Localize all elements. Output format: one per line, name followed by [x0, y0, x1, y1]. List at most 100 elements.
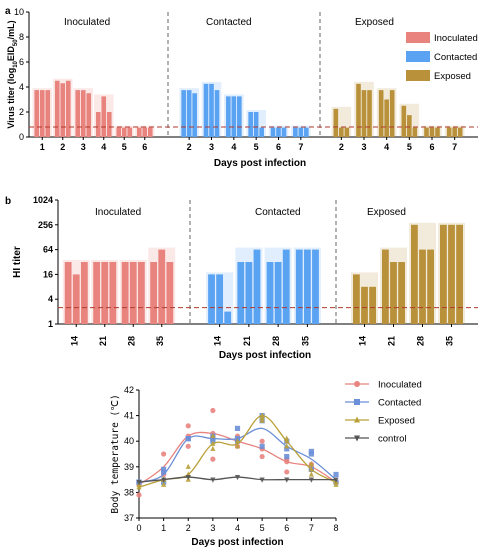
- panel-b-ytick-label: 4: [48, 294, 53, 304]
- bar-inoculated: [93, 262, 101, 324]
- bar-exposed: [356, 83, 361, 137]
- data-point: [333, 477, 339, 483]
- panel-b-xtick-label: 35: [300, 336, 310, 346]
- bar-inoculated: [147, 127, 153, 137]
- panel-c-ytick-label: 37: [124, 513, 134, 523]
- panel-c-xtick-label: 3: [210, 523, 215, 533]
- data-point: [210, 456, 216, 462]
- group-label: Contacted: [206, 17, 252, 28]
- bar-contacted: [270, 127, 276, 137]
- bar-inoculated: [127, 127, 133, 137]
- bar-contacted: [295, 249, 303, 324]
- bar-exposed: [378, 90, 384, 137]
- data-point: [185, 436, 191, 442]
- panel-a-xtick-label: 4: [101, 142, 106, 152]
- bar-inoculated: [86, 93, 92, 137]
- bar-inoculated: [72, 274, 80, 324]
- legend-label: Contacted: [434, 52, 477, 63]
- ylabel-part: EID: [6, 46, 16, 62]
- data-point: [234, 474, 241, 481]
- panel-c-ytick-label: 41: [124, 411, 134, 421]
- panel-b-xtick-label: 21: [387, 336, 397, 346]
- data-point: [234, 443, 241, 449]
- panel-a-xtick-label: 1: [40, 142, 45, 152]
- panel-c: Body temperature (℃)37 38 39 40 41 42 0 1 2 3 4 5 6 7…: [110, 380, 422, 549]
- panel-b-ylabel: HI titer: [12, 246, 23, 278]
- panel-a-xtick-label: 5: [407, 142, 412, 152]
- panel-b-xtick-label: 28: [271, 336, 281, 346]
- panel-a-xtick-label: 2: [60, 142, 65, 152]
- panel-c-xtick-label: 8: [333, 523, 338, 533]
- bar-exposed: [419, 249, 426, 324]
- bar-exposed: [427, 249, 434, 324]
- panel-a-xtick-label: 4: [231, 142, 236, 152]
- bar-exposed: [411, 224, 418, 324]
- panel-a-ytick-label: 4: [19, 82, 24, 92]
- bar-contacted: [245, 262, 253, 324]
- ylabel-sub: 10: [13, 60, 19, 67]
- bar-exposed: [344, 127, 350, 137]
- bar-contacted: [237, 262, 245, 324]
- legend-label: Contacted: [378, 398, 421, 409]
- panel-b-xtick-label: 14: [69, 336, 79, 346]
- data-point: [259, 443, 265, 449]
- legend-marker: [354, 435, 360, 442]
- panel-a-ytick-label: 10: [14, 7, 24, 17]
- panel-b-ytick-label: 64: [43, 245, 53, 255]
- legend-label: Exposed: [378, 416, 415, 427]
- bar-inoculated: [45, 90, 51, 137]
- data-point: [185, 423, 191, 429]
- bar-contacted: [298, 127, 304, 137]
- data-point: [234, 425, 241, 431]
- panel-c-xlabel: Days post infection: [191, 537, 283, 548]
- bar-contacted: [281, 127, 287, 137]
- bar-contacted: [186, 90, 192, 137]
- legend-swatch: [406, 32, 430, 43]
- bar-exposed: [389, 90, 395, 137]
- panel-c-xtick-label: 1: [161, 523, 166, 533]
- data-point: [136, 484, 142, 490]
- data-point: [185, 474, 191, 481]
- data-point: [308, 461, 314, 467]
- bar-inoculated: [80, 90, 86, 137]
- panel-b-xtick-label: 35: [445, 336, 455, 346]
- bar-contacted: [282, 249, 290, 324]
- bar-inoculated: [136, 127, 142, 137]
- bar-inoculated: [142, 127, 148, 137]
- panel-a-xtick-label: 6: [142, 142, 147, 152]
- bar-contacted: [226, 96, 231, 137]
- data-point: [284, 435, 290, 441]
- data-point: [308, 466, 314, 472]
- panel-a-xlabel: Days post infection: [214, 158, 306, 169]
- bar-contacted: [181, 90, 186, 137]
- panel-c-ytick-label: 40: [124, 436, 134, 446]
- panel-b-xtick-label: 21: [242, 336, 252, 346]
- data-point: [308, 448, 314, 455]
- bar-exposed: [429, 127, 435, 137]
- legend-label: Inoculated: [434, 33, 478, 44]
- panel-a-label: a: [5, 6, 11, 17]
- group-label: Exposed: [367, 207, 406, 218]
- data-point: [234, 438, 241, 444]
- group-label: Inoculated: [64, 17, 110, 28]
- panel-c-ytick-label: 39: [124, 462, 134, 472]
- panel-a-ytick-label: 8: [19, 32, 24, 42]
- bar-inoculated: [106, 112, 112, 137]
- legend-marker: [354, 399, 360, 405]
- panel-c-xtick-label: 5: [260, 523, 265, 533]
- bar-exposed: [339, 127, 344, 137]
- bar-inoculated: [64, 262, 72, 324]
- data-point: [284, 469, 290, 475]
- bar-contacted: [209, 83, 214, 137]
- data-point: [308, 477, 314, 483]
- bar-contacted: [253, 112, 259, 137]
- bar-contacted: [293, 127, 298, 137]
- bar-contacted: [224, 311, 232, 324]
- data-point: [210, 445, 216, 451]
- panel-a-xtick-label: 6: [276, 142, 281, 152]
- panel-b-xtick-label: 14: [213, 336, 223, 346]
- bar-inoculated: [34, 90, 40, 137]
- legend-label: Exposed: [434, 71, 471, 82]
- bar-exposed: [361, 286, 368, 324]
- bar-contacted: [216, 274, 224, 324]
